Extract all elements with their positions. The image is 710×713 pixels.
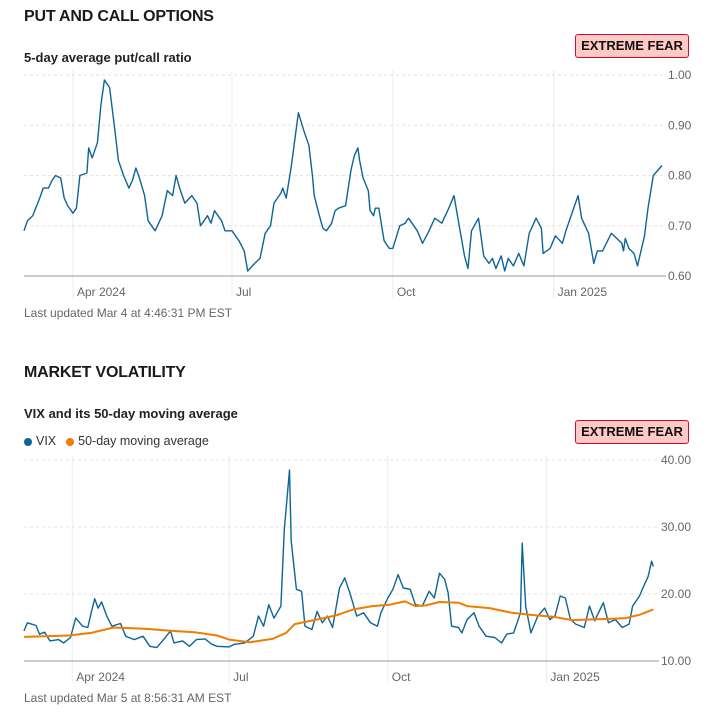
y-tick-label: 10.00: [661, 654, 691, 668]
section-title-put-call: PUT AND CALL OPTIONS: [24, 8, 214, 25]
sentiment-badge-put-call: EXTREME FEAR: [575, 34, 689, 58]
x-tick-label: Jul: [233, 670, 248, 684]
last-updated-volatility: Last updated Mar 5 at 8:56:31 AM EST: [24, 691, 232, 705]
last-updated-put-call: Last updated Mar 4 at 4:46:31 PM EST: [24, 306, 233, 320]
section-title-volatility: MARKET VOLATILITY: [24, 364, 186, 381]
x-tick-label: Oct: [397, 285, 416, 299]
vix-series-line: [23, 469, 654, 649]
x-tick-label: Jul: [236, 285, 251, 299]
y-tick-label: 40.00: [661, 453, 691, 467]
ma-series-line: [23, 600, 654, 644]
x-tick-label: Jan 2025: [558, 285, 608, 299]
x-tick-label: Jan 2025: [550, 670, 600, 684]
chart-subtitle-put-call: 5-day average put/call ratio: [24, 50, 192, 65]
y-tick-label: 0.80: [668, 169, 692, 183]
y-tick-label: 0.60: [668, 269, 692, 283]
put-call-series-line: [23, 79, 663, 272]
y-tick-label: 0.90: [668, 118, 692, 132]
y-tick-label: 0.70: [668, 219, 692, 233]
y-tick-label: 30.00: [661, 520, 691, 534]
chart-legend: VIX 50-day moving average: [24, 434, 209, 448]
x-tick-label: Apr 2024: [77, 285, 126, 299]
legend-label: 50-day moving average: [78, 434, 209, 448]
chart-subtitle-volatility: VIX and its 50-day moving average: [24, 406, 238, 421]
sentiment-badge-volatility: EXTREME FEAR: [575, 420, 689, 444]
legend-item-vix: VIX: [24, 434, 56, 448]
put-call-chart: Apr 2024 Jul Oct Jan 2025 1.00 0.90 0.80 0.70 0.…: [23, 68, 692, 299]
legend-label: VIX: [36, 434, 57, 448]
x-tick-label: Oct: [392, 670, 411, 684]
y-tick-label: 20.00: [661, 587, 691, 601]
x-tick-label: Apr 2024: [76, 670, 125, 684]
legend-item-ma: 50-day moving average: [66, 434, 209, 448]
y-tick-label: 1.00: [668, 68, 692, 82]
vix-dot-icon: [24, 437, 32, 446]
ma-dot-icon: [66, 437, 75, 446]
